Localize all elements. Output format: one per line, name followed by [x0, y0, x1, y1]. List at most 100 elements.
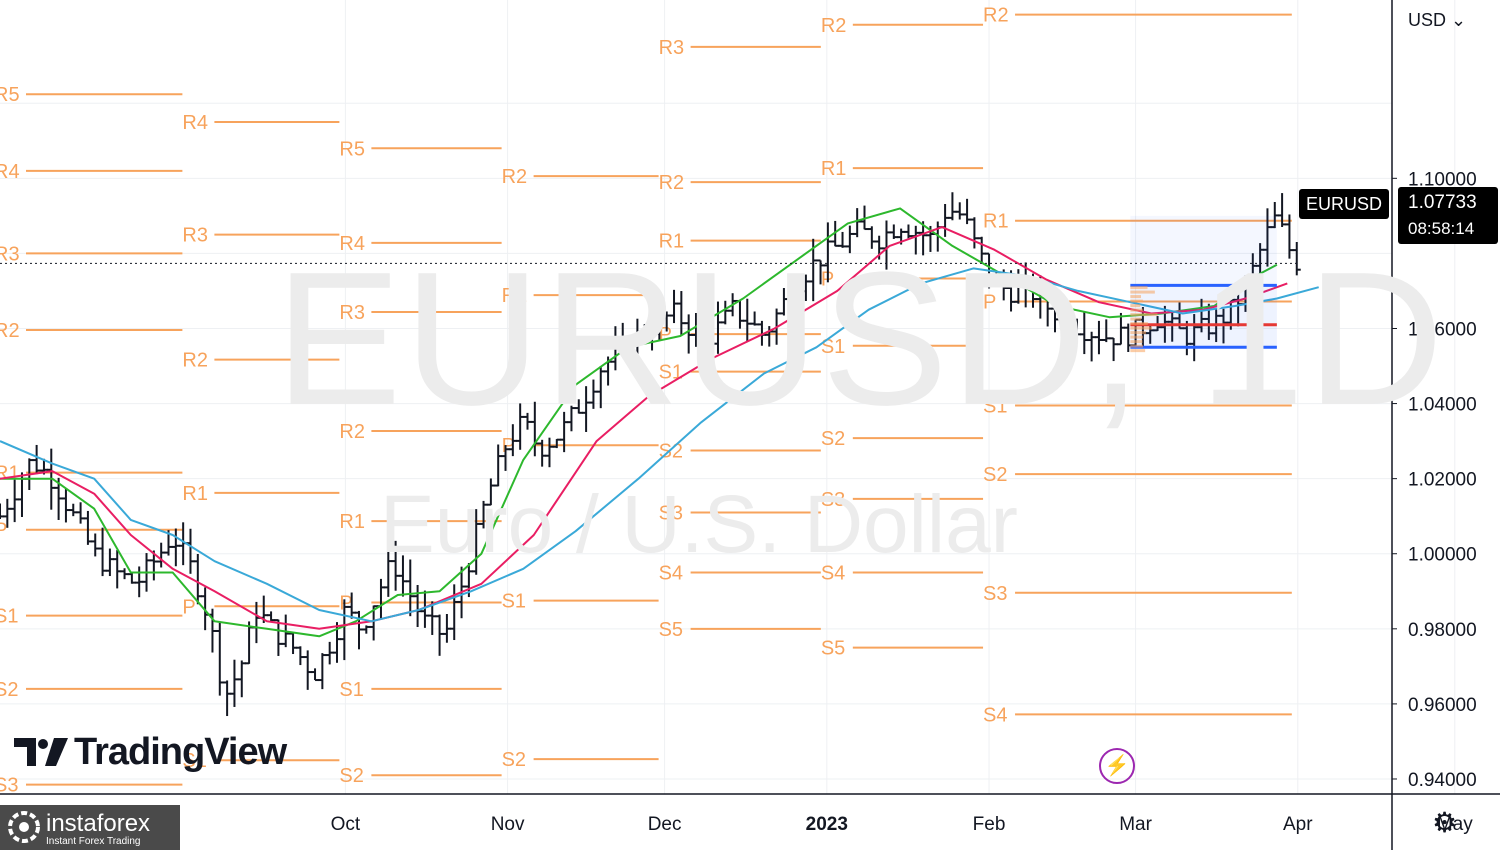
y-tick-label: 1.00000	[1408, 545, 1477, 566]
moving-average-line	[0, 207, 1278, 638]
lightning-icon[interactable]: ⚡	[1099, 748, 1135, 784]
pivot-label: R2	[339, 421, 365, 443]
volume-profile-bar	[1130, 335, 1144, 339]
watermark-description: Euro / U.S. Dollar	[380, 479, 1018, 570]
pivot-label: P	[182, 596, 195, 618]
x-tick-label: Dec	[648, 814, 682, 835]
pivot-label: S4	[983, 704, 1007, 726]
pivot-label: R4	[182, 112, 208, 134]
instaforex-logo-icon	[8, 811, 40, 843]
pivot-label: R4	[339, 233, 365, 255]
y-tick-label: 1.02000	[1408, 470, 1477, 491]
y-tick-label: 0.98000	[1408, 620, 1477, 641]
pivot-label: S5	[821, 638, 845, 660]
pivot-levels: R5 R4 R3 R2 R1 P S1 S2 S3 R4 R3 R2 R1 P S1 R5 R4 R3 R2 R1 P S…	[0, 5, 1292, 797]
pivot-label: S3	[659, 502, 683, 524]
instaforex-tagline: Instant Forex Trading	[46, 836, 141, 847]
pivot-label: R1	[182, 483, 208, 505]
x-tick-label: Oct	[331, 814, 361, 835]
pivot-label: R2	[502, 166, 528, 188]
pivot-label: S1	[821, 336, 845, 358]
last-price-tag: 1.07733 08:58:14	[1398, 187, 1498, 244]
gear-icon[interactable]: ⚙	[1432, 807, 1458, 838]
instaforex-name: instaforex	[46, 810, 151, 837]
pivot-label: S1	[983, 395, 1007, 417]
pivot-label: P	[339, 593, 352, 615]
volume-profile-bar	[1130, 340, 1143, 344]
pivot-label: S1	[339, 679, 363, 701]
volume-profile-bar	[1130, 290, 1155, 294]
pivot-label: S2	[502, 749, 526, 771]
symbol-tag: EURUSD	[1299, 189, 1389, 219]
pivot-label: R3	[659, 37, 685, 59]
y-tick-label: 1.04000	[1408, 395, 1477, 416]
volume-profile-bar	[1130, 344, 1144, 348]
pivot-label: R1	[983, 211, 1009, 233]
last-price: 1.07733	[1408, 192, 1477, 213]
x-tick-label: 2023	[806, 814, 848, 835]
pivot-label: S2	[0, 679, 18, 701]
pivot-label: R2	[182, 350, 208, 372]
currency-label: USD	[1408, 10, 1447, 30]
pivot-label: S3	[821, 489, 845, 511]
y-tick-label: 0.96000	[1408, 695, 1477, 716]
tradingview-logo-text: TradingView	[74, 730, 287, 773]
pivot-label: R2	[983, 5, 1009, 27]
moving-average-line	[0, 226, 1288, 630]
pivot-label: R5	[0, 84, 20, 106]
pivot-label: P	[983, 291, 996, 313]
volume-profile-bar	[1130, 322, 1148, 326]
volume-profile-bar	[1130, 308, 1144, 312]
volume-profile	[1130, 215, 1277, 353]
volume-profile-bar	[1130, 349, 1146, 353]
moving-average-line	[0, 267, 1319, 623]
pivot-label: S2	[821, 428, 845, 450]
volume-profile-bar	[1130, 286, 1148, 290]
pivot-label: S2	[983, 464, 1007, 486]
pivot-label: R2	[0, 320, 20, 342]
x-tick-label: Nov	[491, 814, 525, 835]
volume-profile-bar	[1130, 299, 1143, 303]
pivot-label: R2	[821, 15, 847, 37]
pivot-label: S3	[983, 583, 1007, 605]
y-tick-label: 1.10000	[1408, 169, 1477, 190]
pivot-label: S2	[659, 440, 683, 462]
pivot-label: R1	[821, 158, 847, 180]
pivot-label: R3	[182, 225, 208, 247]
watermark-symbol: EURUSD, 1D	[275, 233, 1446, 445]
volume-profile-bar	[1130, 295, 1141, 299]
pivot-label: S5	[659, 619, 683, 641]
profile-range	[1130, 215, 1277, 286]
currency-selector[interactable]: USD ⌄	[1408, 10, 1466, 31]
x-tick-label: Feb	[973, 814, 1006, 835]
volume-profile-bar	[1130, 304, 1141, 308]
volume-profile-bar	[1130, 331, 1147, 335]
pivot-label: S4	[821, 563, 845, 585]
tradingview-logo-icon	[14, 738, 68, 766]
pivot-label: R3	[0, 243, 20, 265]
pivot-label: R1	[502, 285, 528, 307]
pivot-label: R5	[339, 138, 365, 160]
pivot-label: S4	[659, 563, 683, 585]
y-tick-label: 1.06000	[1408, 319, 1477, 340]
pivot-label: R2	[659, 172, 685, 194]
pivot-label: S1	[502, 591, 526, 613]
value-area	[1130, 285, 1277, 348]
bar-countdown: 08:58:14	[1408, 219, 1475, 238]
tradingview-logo: TradingView	[14, 730, 287, 773]
y-tick-label: 0.94000	[1408, 770, 1477, 791]
instaforex-logo: instaforex Instant Forex Trading	[0, 805, 180, 850]
pivot-label: R1	[0, 463, 20, 485]
pivot-label: R3	[339, 302, 365, 324]
volume-profile-bar	[1130, 313, 1158, 317]
pivot-label: R1	[339, 511, 365, 533]
chevron-down-icon: ⌄	[1451, 10, 1467, 30]
volume-profile-bar	[1130, 317, 1142, 321]
pivot-label: P	[0, 520, 7, 542]
pivot-label: S1	[182, 750, 206, 772]
pivot-label: R4	[0, 161, 20, 183]
pivot-label: R1	[659, 231, 685, 253]
pivot-label: S3	[0, 775, 18, 797]
